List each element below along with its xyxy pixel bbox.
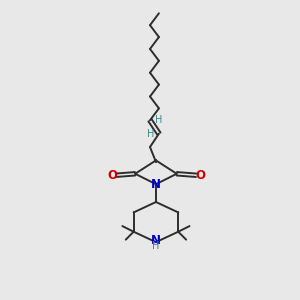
Text: N: N: [151, 234, 161, 247]
Text: H: H: [147, 129, 154, 139]
Text: O: O: [107, 169, 117, 182]
Text: H: H: [154, 115, 162, 125]
Text: N: N: [151, 178, 161, 191]
Text: H: H: [152, 241, 160, 251]
Text: O: O: [195, 169, 205, 182]
